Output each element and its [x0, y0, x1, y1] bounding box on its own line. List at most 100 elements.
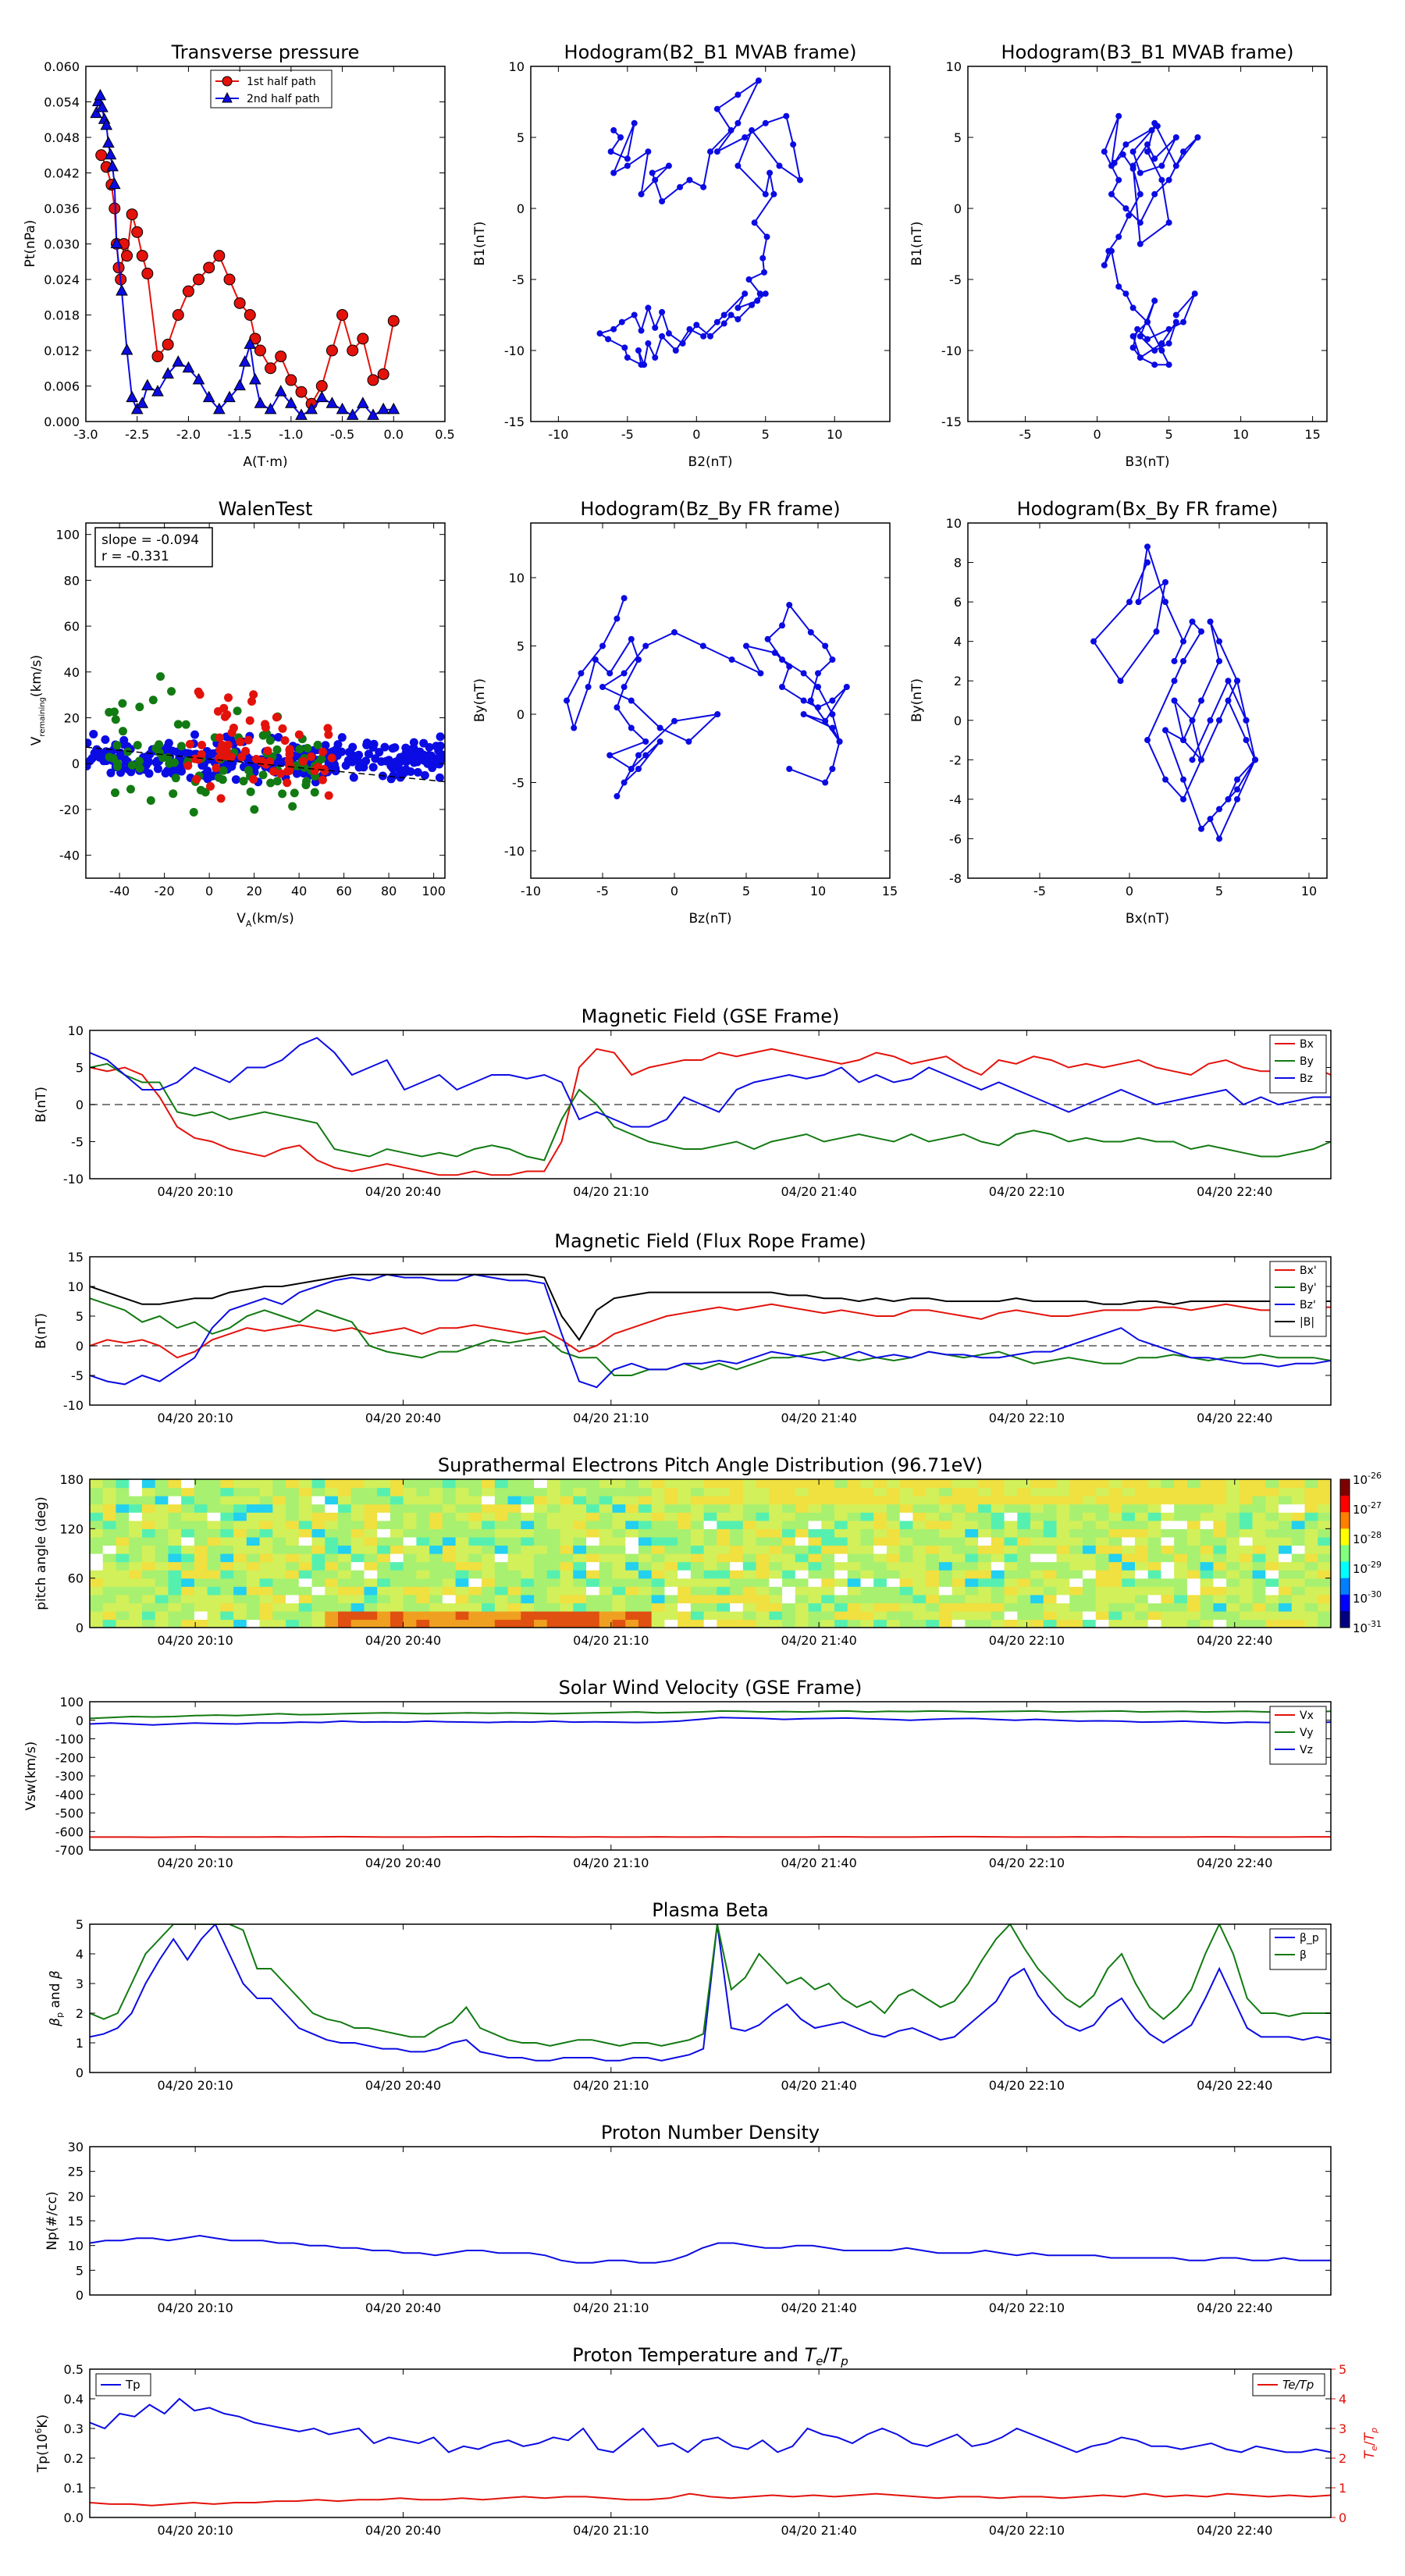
heatmap-cell	[795, 1512, 809, 1521]
data-point	[1194, 134, 1201, 141]
heatmap-cell	[664, 1520, 678, 1529]
heatmap-cell	[886, 1578, 901, 1587]
heatmap-cell	[978, 1578, 992, 1587]
heatmap-cell	[90, 1586, 104, 1596]
colorbar-tick-label: 10-29	[1353, 1560, 1382, 1576]
heatmap-cell	[377, 1610, 391, 1621]
data-point	[167, 687, 176, 696]
heatmap-cell	[1108, 1553, 1122, 1563]
data-point	[727, 311, 735, 318]
heatmap-cell	[494, 1553, 509, 1563]
data-point	[377, 368, 389, 380]
heatmap-cell	[1017, 1479, 1031, 1489]
y-tick-label: -5	[512, 776, 525, 791]
data-point	[389, 771, 398, 781]
data-point	[116, 284, 128, 296]
heatmap-cell	[1226, 1496, 1240, 1505]
heatmap-cell	[1122, 1496, 1136, 1505]
heatmap-cell	[455, 1496, 469, 1505]
heatmap-cell	[978, 1512, 992, 1521]
data-point	[278, 789, 287, 799]
data-point	[1136, 190, 1144, 197]
heatmap-cell	[534, 1619, 548, 1628]
data-point	[421, 754, 430, 763]
heatmap-cell	[482, 1553, 496, 1563]
heatmap-cell	[194, 1496, 208, 1505]
heatmap-cell	[1279, 1512, 1293, 1521]
legend-label: β_p	[1300, 1932, 1319, 1944]
heatmap-cell	[1252, 1561, 1266, 1571]
heatmap-cell	[168, 1619, 182, 1628]
heatmap-cell	[442, 1512, 457, 1521]
heatmap-cell	[1147, 1561, 1162, 1571]
data-point	[317, 754, 326, 763]
heatmap-cell	[102, 1561, 117, 1571]
heatmap-cell	[651, 1479, 666, 1489]
heatmap-cell	[416, 1503, 430, 1513]
panel-hodogram-bx-by: Hodogram(Bx_By FR frame) Bx(nT) By(nT) -…	[909, 498, 1328, 927]
chart-title: Proton Temperature and Te/Tp	[572, 2344, 848, 2368]
heatmap-cell	[442, 1603, 457, 1612]
heatmap-cell	[90, 1512, 104, 1521]
heatmap-cell	[926, 1578, 940, 1587]
heatmap-cell	[403, 1528, 418, 1538]
heatmap-cell	[233, 1586, 247, 1596]
heatmap-cell	[1291, 1479, 1306, 1489]
y-axis-label: By(nT)	[472, 678, 488, 722]
data-point	[610, 126, 617, 133]
heatmap-cell	[233, 1594, 247, 1603]
heatmap-cell	[207, 1553, 221, 1563]
data-point	[1216, 657, 1222, 664]
series-line-β_p	[90, 1924, 1331, 2062]
data-point	[659, 197, 666, 205]
heatmap-cell	[521, 1619, 535, 1628]
heatmap-cell	[155, 1610, 169, 1621]
heatmap-cell	[90, 1496, 104, 1505]
legend-marker-triangle	[222, 91, 233, 103]
heatmap-cell	[625, 1545, 639, 1554]
heatmap-cell	[756, 1578, 770, 1587]
heatmap-cell	[978, 1528, 992, 1538]
data-point	[310, 766, 319, 775]
axes-frame	[89, 1923, 1332, 2073]
y-tick-label: 0.036	[44, 201, 80, 216]
heatmap-cell	[1004, 1479, 1018, 1489]
heatmap-cell	[207, 1520, 221, 1529]
data-point	[294, 730, 304, 739]
data-point	[247, 697, 257, 706]
x-tick-label: 04/20 20:40	[365, 2523, 441, 2538]
data-point	[222, 710, 232, 719]
y-tick-label: 0.006	[44, 379, 80, 394]
heatmap-cell	[220, 1578, 234, 1587]
heatmap-cell	[625, 1479, 639, 1489]
heatmap-cell	[978, 1487, 992, 1496]
data-point	[189, 807, 198, 817]
heatmap-cell	[951, 1479, 966, 1489]
heatmap-cell	[860, 1536, 874, 1546]
heatmap-cell	[742, 1496, 757, 1505]
heatmap-cell	[1304, 1503, 1318, 1513]
heatmap-cell	[455, 1619, 469, 1628]
x-axis-label: VA(km/s)	[237, 911, 293, 929]
data-point	[815, 704, 821, 711]
heatmap-cell	[1239, 1603, 1254, 1612]
data-point	[238, 355, 251, 367]
heatmap-cell	[468, 1520, 482, 1529]
heatmap-cell	[325, 1528, 339, 1538]
heatmap-cell	[116, 1487, 130, 1496]
heatmap-cell	[246, 1586, 261, 1596]
heatmap-cell	[1174, 1561, 1188, 1571]
heatmap-cell	[338, 1545, 352, 1554]
heatmap-cell	[678, 1586, 692, 1596]
heatmap-cell	[155, 1553, 169, 1563]
heatmap-cell	[141, 1528, 156, 1538]
heatmap-cell	[494, 1619, 509, 1628]
heatmap-cell	[703, 1512, 717, 1521]
heatmap-cell	[403, 1536, 418, 1546]
heatmap-cell	[769, 1603, 783, 1612]
data-point	[686, 326, 693, 333]
heatmap-cell	[494, 1536, 509, 1546]
heatmap-cell	[664, 1496, 678, 1505]
heatmap-cell	[350, 1553, 365, 1563]
data-point	[190, 730, 200, 739]
